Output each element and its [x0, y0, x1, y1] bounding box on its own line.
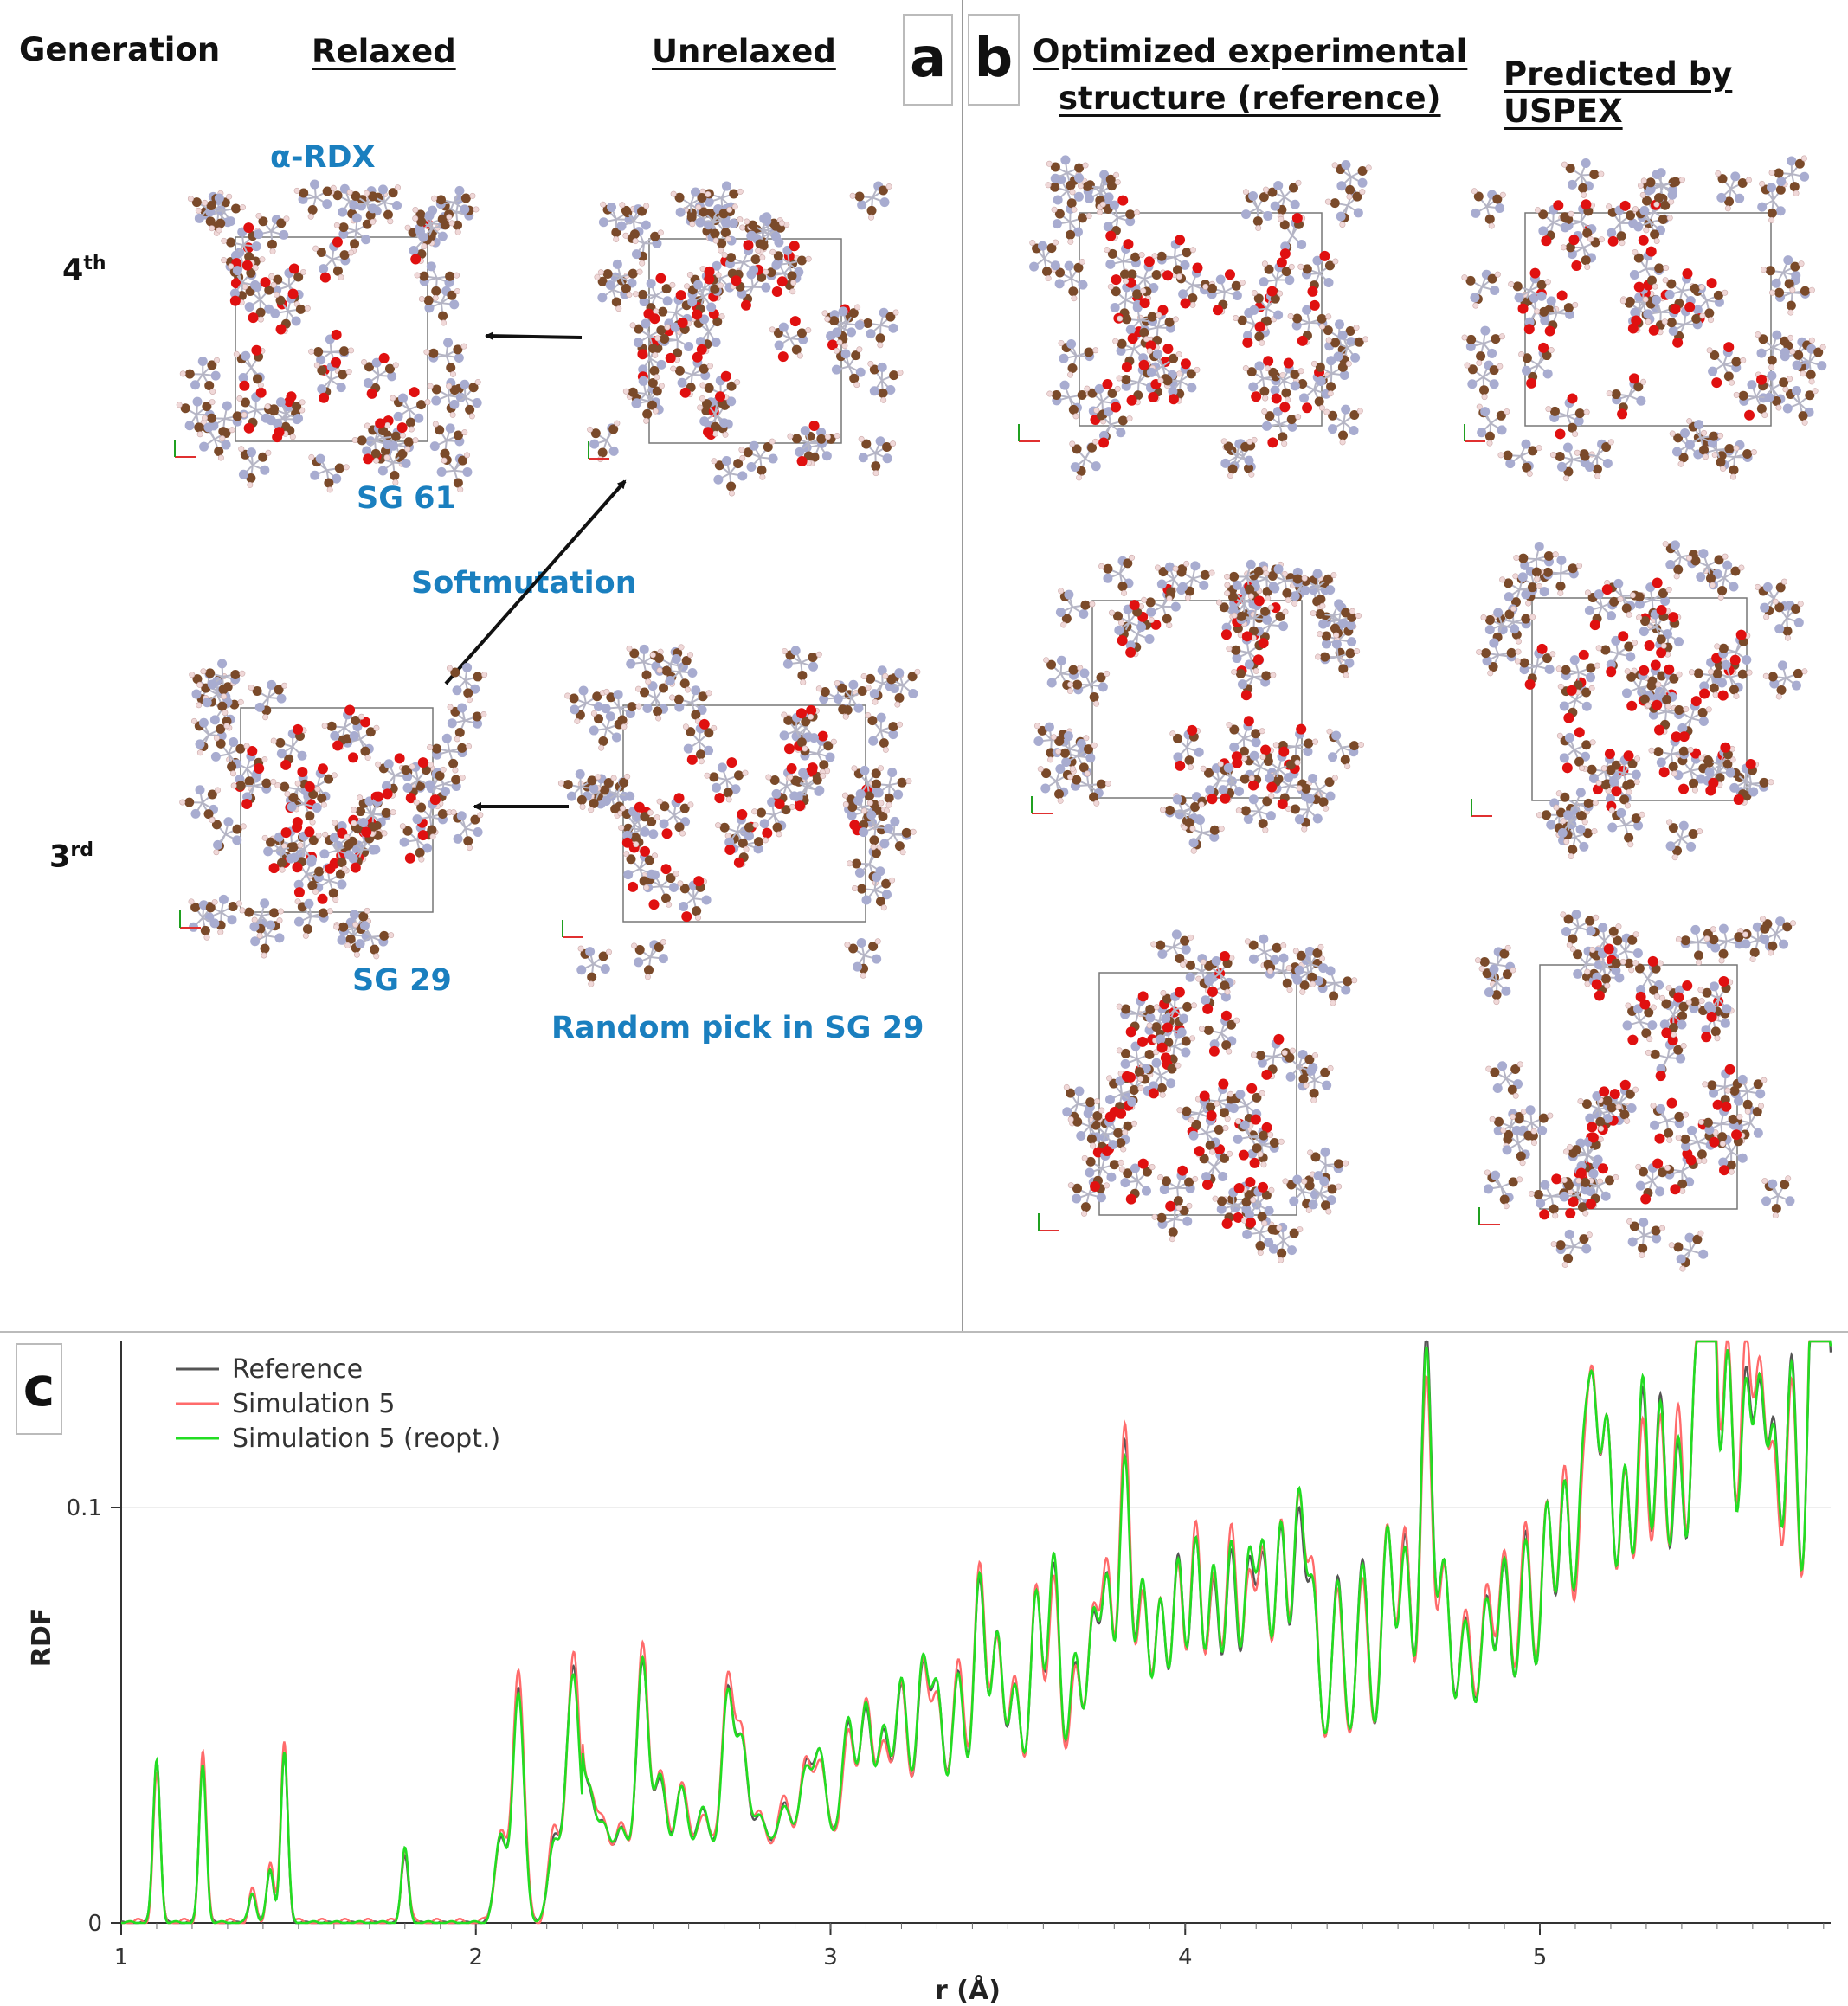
structure-ref-2 — [1031, 554, 1364, 854]
sg61-label: SG 61 — [357, 481, 456, 516]
y-axis-label: RDF — [27, 1608, 57, 1668]
arrow-relax-4th — [485, 331, 583, 341]
x-tick-label-3: 3 — [823, 1945, 838, 1971]
y-tick-label-0: 0 — [87, 1911, 102, 1937]
structure-sg61-relaxed — [174, 179, 482, 493]
panel-a-label: a — [903, 14, 953, 106]
structure-uspex-2 — [1471, 540, 1808, 861]
structure-random-pick — [557, 644, 921, 987]
unrelaxed-heading: Unrelaxed — [652, 33, 836, 70]
x-tick-label-5: 5 — [1533, 1945, 1548, 1971]
y-tick-label-1: 0.1 — [67, 1495, 102, 1521]
relaxed-heading: Relaxed — [312, 33, 456, 70]
panel-c-label: c — [16, 1343, 62, 1435]
x-tick-label-1: 1 — [114, 1945, 129, 1971]
x-tick-label-2: 2 — [468, 1945, 483, 1971]
random-pick-label: Random pick in SG 29 — [551, 1011, 924, 1045]
generation-heading: Generation — [19, 31, 221, 68]
x-axis-label: r (Å) — [935, 1974, 1001, 2006]
structure-ref-1 — [1018, 155, 1372, 481]
structure-uspex-3 — [1474, 910, 1796, 1272]
reference-heading-line2: structure (reference) — [1059, 80, 1441, 117]
vertical-divider — [962, 0, 963, 1333]
sg29-label: SG 29 — [352, 963, 452, 998]
rdf-chart: 1 2 3 4 5 0 0.1 RDF r (Å) Reference Simulation… — [27, 1340, 1832, 2006]
structure-4th-unrelaxed — [587, 181, 904, 497]
structure-uspex-1 — [1461, 155, 1827, 482]
legend: Reference Simulation 5 Simulation 5 (reo… — [176, 1354, 500, 1454]
legend-reopt: Simulation 5 (reopt.) — [232, 1424, 500, 1454]
structure-ref-3 — [1038, 929, 1358, 1263]
legend-simulation: Simulation 5 — [232, 1389, 395, 1419]
x-tick-label-4: 4 — [1178, 1945, 1193, 1971]
structure-sg29-relaxed — [179, 659, 488, 960]
series-line-simulation-5-reopt- — [121, 1340, 1832, 1925]
predicted-heading: Predicted by USPEX — [1504, 55, 1733, 130]
generation-3rd-label: 3rd — [49, 839, 93, 875]
generation-4th-label: 4th — [62, 253, 106, 288]
alpha-rdx-label: α-RDX — [270, 140, 376, 175]
horizontal-divider — [0, 1331, 1848, 1333]
reference-heading-line1: Optimized experimental — [1033, 33, 1468, 70]
arrow-softmutation — [444, 479, 627, 685]
structures-svg — [174, 155, 1827, 1272]
panel-b-label: b — [968, 14, 1020, 106]
legend-reference: Reference — [232, 1354, 363, 1385]
